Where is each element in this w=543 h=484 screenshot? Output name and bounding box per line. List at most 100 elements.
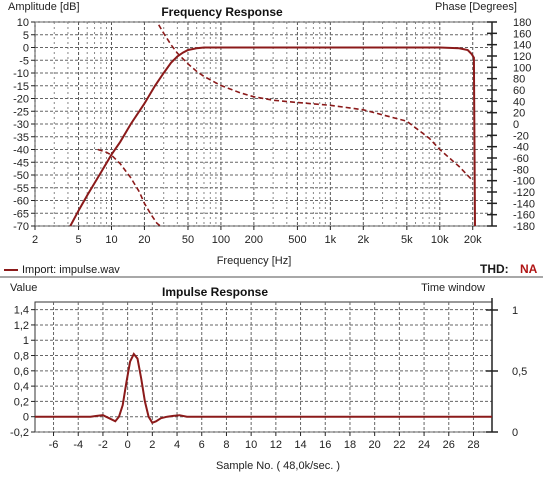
- series-group: [35, 352, 492, 425]
- y-tick-label: 0: [23, 43, 29, 55]
- y-tick-label: 1,4: [14, 305, 29, 317]
- series-group: [69, 24, 476, 226]
- x-tick-label: 6: [199, 439, 205, 451]
- y2-tick-label: -140: [513, 198, 535, 210]
- y-tick-label: -55: [13, 183, 29, 195]
- y-tick-label: 5: [23, 30, 29, 42]
- thd-label: THD:: [480, 262, 509, 276]
- x-tick-label: 20: [138, 234, 150, 246]
- y-tick-label: 0,8: [14, 351, 29, 363]
- y-tick-label: -35: [13, 132, 29, 144]
- x-tick-label: 28: [467, 439, 479, 451]
- legend[interactable]: Import: impulse.wav: [4, 262, 120, 278]
- grid-lines: [34, 21, 493, 227]
- x-tick-label: 10: [245, 439, 257, 451]
- y2-tick-label: 80: [513, 74, 525, 86]
- x-tick-label: 5: [75, 234, 81, 246]
- y-tick-label: 1,2: [14, 320, 29, 332]
- x-tick-label: -6: [49, 439, 59, 451]
- x-tick-label: 20: [369, 439, 381, 451]
- x-tick-label: 50: [182, 234, 194, 246]
- y-tick-label: -20: [13, 94, 29, 106]
- x-tick-label: 100: [212, 234, 230, 246]
- y-tick-label: 0,6: [14, 366, 29, 378]
- x-tick-label: 1k: [325, 234, 337, 246]
- y2-tick-label: 0: [512, 427, 518, 439]
- chart-title: Frequency Response: [161, 5, 283, 19]
- y-tick-label: -0,2: [10, 427, 29, 439]
- y-tick-label: 0: [23, 412, 29, 424]
- x-tick-label: 14: [294, 439, 306, 451]
- x-tick-label: -4: [73, 439, 83, 451]
- y2-tick-label: 1: [512, 305, 518, 317]
- impulse-response-chart: Impulse Response Value Time window Sampl…: [0, 278, 543, 484]
- x-tick-label: -2: [98, 439, 108, 451]
- y2-tick-label: 0,5: [512, 366, 527, 378]
- y-tick-label: -60: [13, 196, 29, 208]
- y-tick-label: -65: [13, 208, 29, 220]
- y-tick-label: -15: [13, 81, 29, 93]
- y2-tick-label: -80: [513, 164, 529, 176]
- x-axis-label: Frequency [Hz]: [217, 255, 292, 267]
- x-tick-label: 500: [288, 234, 306, 246]
- y2-tick-label: 160: [513, 28, 531, 40]
- legend-swatch: [4, 269, 18, 271]
- y-tick-label: -40: [13, 145, 29, 157]
- divider: [0, 276, 543, 278]
- x-tick-label: 2: [149, 439, 155, 451]
- x-tick-label: 0: [125, 439, 131, 451]
- phase-series-line: [158, 24, 474, 182]
- y-tick-label: -30: [13, 119, 29, 131]
- x-tick-label: 8: [223, 439, 229, 451]
- y2-tick-label: -100: [513, 176, 535, 188]
- y2-tick-label: -60: [513, 153, 529, 165]
- frequency-response-chart: Frequency Response Amplitude [dB] Phase …: [8, 1, 536, 267]
- y2-tick-label: 180: [513, 17, 531, 29]
- x-tick-label: 18: [344, 439, 356, 451]
- y-tick-label: 0,4: [14, 381, 29, 393]
- x-tick-label: 22: [393, 439, 405, 451]
- x-tick-label: 2: [32, 234, 38, 246]
- amplitude-series-line: [69, 46, 476, 226]
- y2-axis-label: Phase [Degrees]: [435, 1, 517, 13]
- y2-tick-label: -20: [513, 130, 529, 142]
- y-tick-label: 10: [17, 17, 29, 29]
- y-axis-label: Value: [10, 282, 37, 294]
- x-tick-label: 10k: [431, 234, 449, 246]
- y2-tick-label: 20: [513, 108, 525, 120]
- y-tick-label: 0,2: [14, 396, 29, 408]
- axis-ticks: 1050-5-10-15-20-25-30-35-40-45-50-55-60-…: [13, 17, 535, 246]
- phase-series-line: [97, 148, 161, 226]
- thd-value: NA: [520, 262, 538, 276]
- y2-tick-label: 60: [513, 85, 525, 97]
- x-tick-label: 10: [105, 234, 117, 246]
- y2-tick-label: 140: [513, 40, 531, 52]
- y-tick-label: 1: [23, 335, 29, 347]
- x-tick-label: 200: [245, 234, 263, 246]
- y-tick-label: -45: [13, 157, 29, 169]
- y-tick-label: -5: [19, 55, 29, 67]
- x-tick-label: 26: [443, 439, 455, 451]
- x-tick-label: 24: [418, 439, 430, 451]
- x-axis-label: Sample No. ( 48,0k/sec. ): [216, 460, 340, 472]
- x-tick-label: 2k: [357, 234, 369, 246]
- y2-tick-label: -40: [513, 142, 529, 154]
- axis-ticks: -6 -4 -2 0 2 4 6 8 10 12 14 16 18 20 22 24 26 281,41,210,…: [10, 298, 527, 451]
- y2-tick-label: 0: [513, 119, 519, 131]
- y2-tick-label: -180: [513, 221, 535, 233]
- chart-title: Impulse Response: [162, 285, 268, 299]
- y2-tick-label: 100: [513, 62, 531, 74]
- x-tick-label: 5k: [401, 234, 413, 246]
- y-tick-label: -25: [13, 106, 29, 118]
- y2-axis-label: Time window: [421, 282, 485, 294]
- y-tick-label: -10: [13, 68, 29, 80]
- impulse-series-line: [35, 352, 492, 425]
- y-axis-label: Amplitude [dB]: [8, 1, 80, 13]
- x-tick-label: 16: [319, 439, 331, 451]
- x-tick-label: 20k: [464, 234, 482, 246]
- x-tick-label: 12: [270, 439, 282, 451]
- y2-tick-label: -160: [513, 210, 535, 222]
- y-tick-label: -70: [13, 221, 29, 233]
- y-tick-label: -50: [13, 170, 29, 182]
